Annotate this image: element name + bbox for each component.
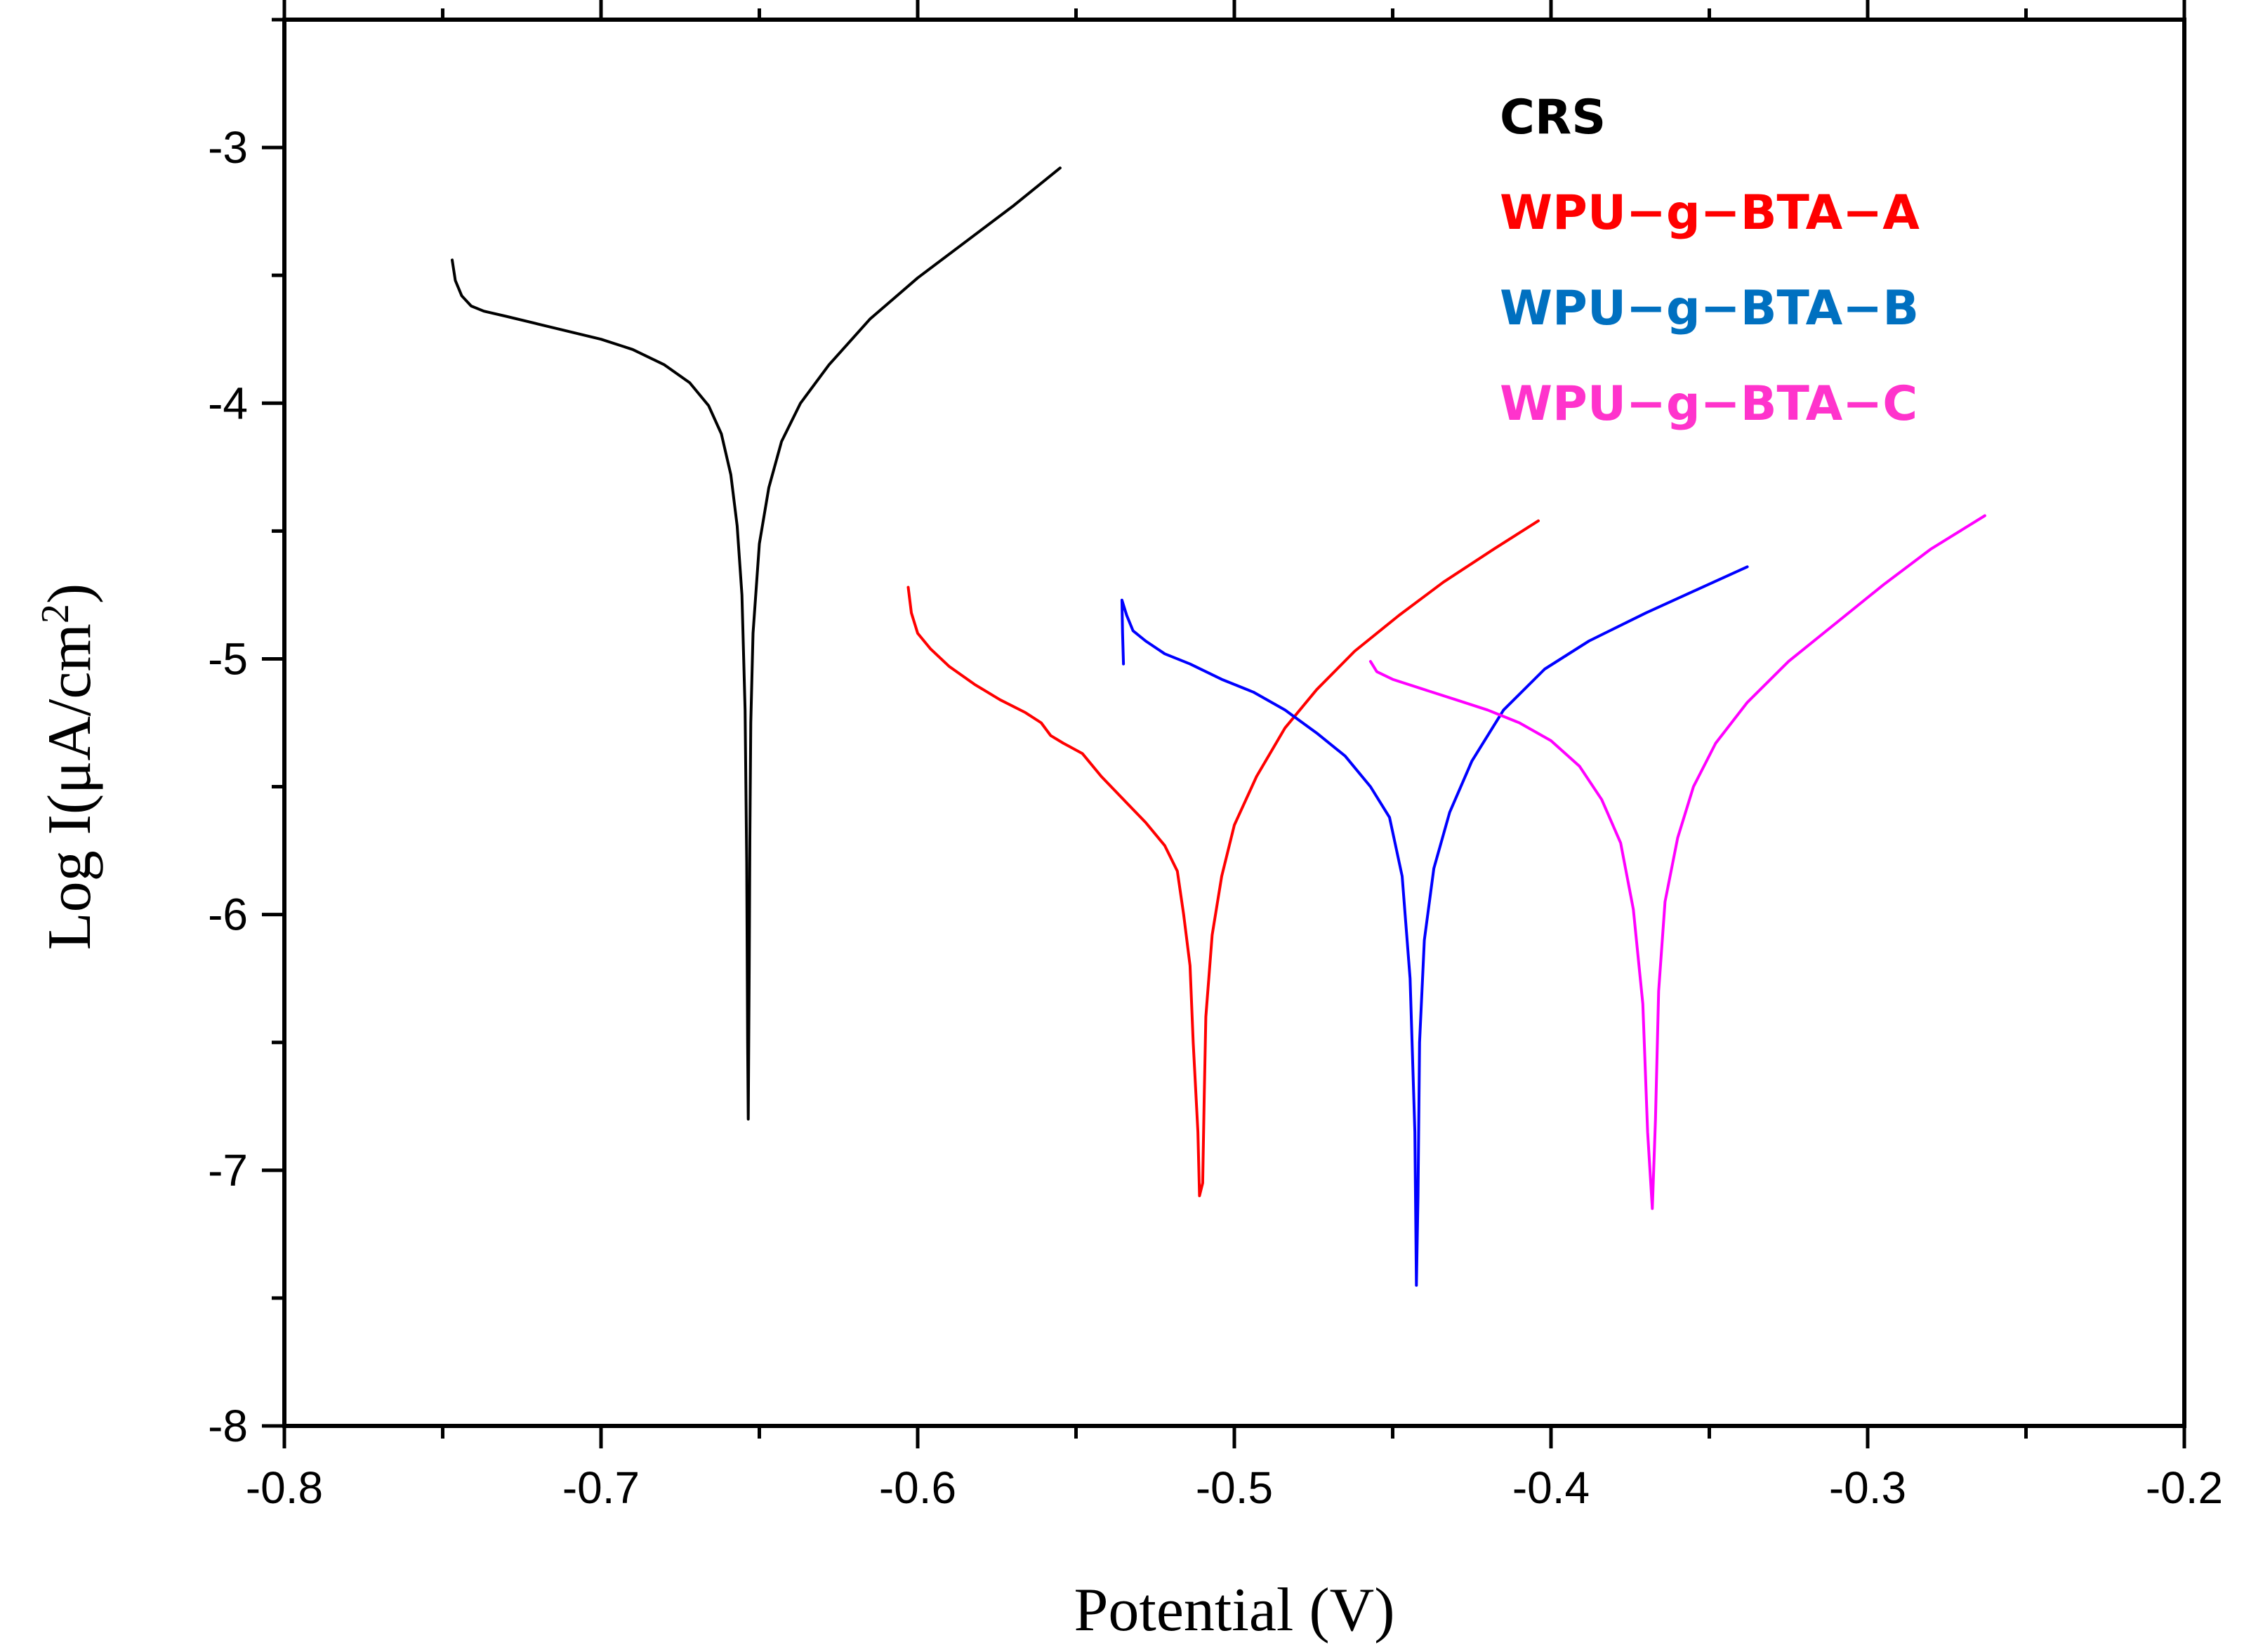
y-axis-title-main: Log I(μA/cm: [36, 623, 104, 950]
x-tick-label: -0.8: [246, 1462, 323, 1513]
x-tick-label: -0.7: [562, 1462, 640, 1513]
y-tick-label: -3: [208, 122, 248, 173]
series-line: [906, 519, 1540, 1198]
y-tick-label: -6: [208, 890, 248, 940]
y-axis-ticks: -8 -7 -6 -5 -4 -3: [208, 18, 284, 1451]
y-axis-title: Log I(μA/cm2): [34, 583, 104, 950]
y-axis-title-superscript: 2: [34, 604, 77, 623]
y-tick-label: -5: [208, 633, 248, 684]
y-axis-title-close: ): [36, 583, 104, 604]
legend-entry: WPU−g−BTA−A: [1500, 185, 1920, 241]
x-tick-label: -0.2: [2146, 1462, 2223, 1513]
x-tick-label: -0.5: [1196, 1462, 1273, 1513]
series-line: [451, 166, 1062, 1121]
x-tick-label: -0.3: [1829, 1462, 1906, 1513]
series-line: [1368, 514, 1986, 1210]
y-tick-label: -7: [208, 1145, 248, 1196]
legend-entry: WPU−g−BTA−B: [1500, 281, 1919, 336]
series-layer: [451, 166, 1986, 1287]
x-tick-label: -0.6: [879, 1462, 956, 1513]
x-axis-title: Potential (V): [1074, 1576, 1394, 1644]
x-tick-label: -0.4: [1512, 1462, 1590, 1513]
legend-entry: CRS: [1500, 90, 1606, 145]
legend-entry: WPU−g−BTA−C: [1500, 376, 1918, 432]
y-tick-label: -4: [208, 378, 248, 428]
x-axis-ticks: -0.8 -0.7 -0.6 -0.5 -0.4 -0.3 -0.2: [246, 0, 2223, 1513]
series-line: [1120, 565, 1749, 1287]
legend: CRS WPU−g−BTA−A WPU−g−BTA−B WPU−g−BTA−C: [1500, 90, 1920, 432]
y-tick-label: -8: [208, 1401, 248, 1451]
